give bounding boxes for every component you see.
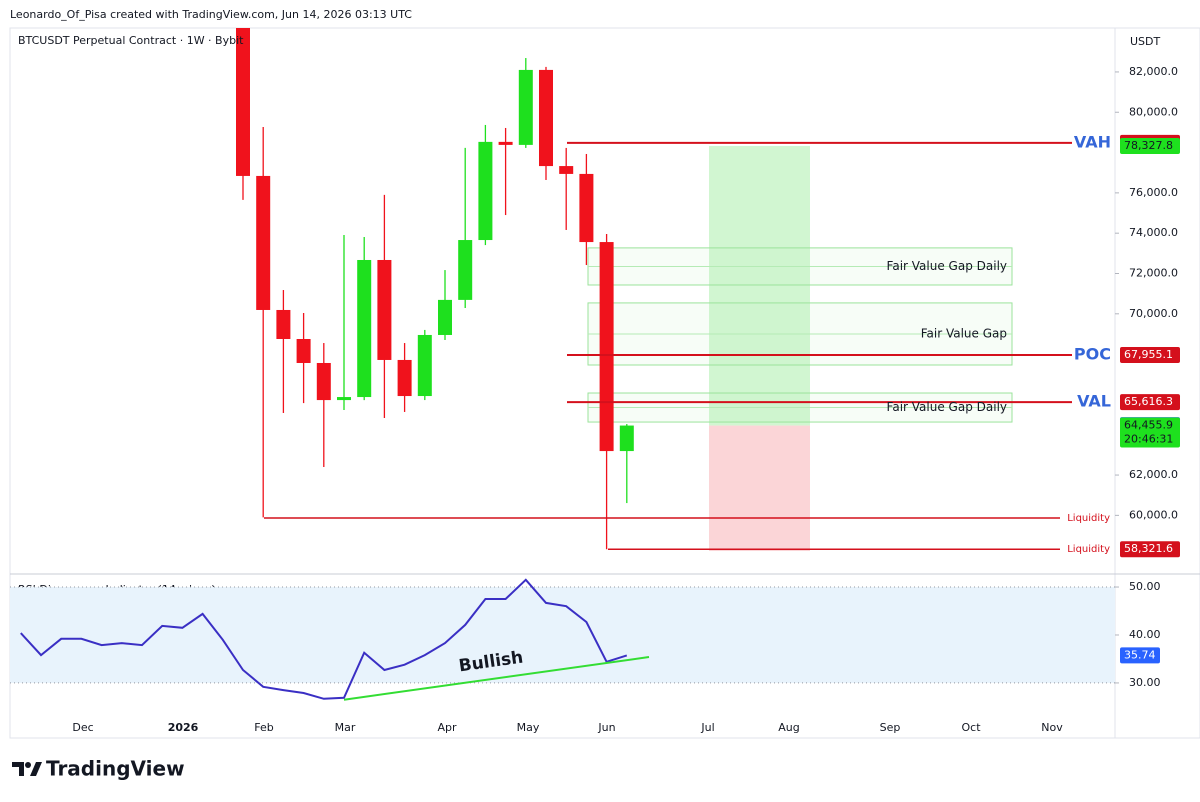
level-tag bbox=[1120, 394, 1180, 411]
chart-title: BTCUSDT Perpetual Contract · 1W · Bybit bbox=[18, 34, 244, 47]
main-pane bbox=[236, 28, 1072, 552]
level-tag bbox=[1120, 541, 1180, 558]
fvg-label: Fair Value Gap Daily bbox=[887, 400, 1007, 414]
candle-body bbox=[357, 259, 372, 398]
fvg-label: Fair Value Gap bbox=[921, 326, 1007, 340]
candle-body bbox=[619, 425, 634, 452]
unit-box bbox=[1124, 32, 1172, 50]
brand-logo: TradingView bbox=[12, 757, 185, 781]
level-name: POC bbox=[1074, 345, 1111, 364]
x-tick-label: Nov bbox=[1041, 721, 1063, 734]
candle-body bbox=[276, 309, 291, 340]
candle-body bbox=[337, 397, 351, 401]
x-tick-label: Feb bbox=[254, 721, 273, 734]
y-tick-label: 74,000.0 bbox=[1129, 226, 1178, 239]
y-tick-label: 72,000.0 bbox=[1129, 266, 1178, 279]
candle-body bbox=[417, 334, 432, 397]
rsi-band bbox=[10, 587, 1115, 683]
candle-body bbox=[438, 299, 452, 335]
level-tag bbox=[1120, 347, 1180, 364]
y-tick-label: 40.00 bbox=[1129, 628, 1161, 641]
candle-body bbox=[296, 339, 311, 363]
trendline bbox=[343, 656, 650, 701]
price-tag bbox=[1120, 137, 1180, 154]
countdown: 20:46:31 bbox=[1124, 433, 1173, 446]
price-tag-label: 64,455.9 bbox=[1124, 419, 1173, 432]
axis-unit: USDT bbox=[1130, 35, 1161, 48]
candle-body bbox=[256, 175, 271, 310]
candle-body bbox=[236, 28, 250, 176]
candle-body bbox=[518, 69, 533, 145]
candle-body bbox=[539, 69, 553, 167]
y-tick-label: 50.00 bbox=[1129, 580, 1161, 593]
level-tag-label: 67,955.1 bbox=[1124, 348, 1173, 361]
stop-zone bbox=[709, 425, 810, 552]
candle-body bbox=[579, 173, 594, 243]
price-tag-label: 78,327.8 bbox=[1124, 139, 1173, 152]
target-zone bbox=[709, 145, 810, 426]
x-tick-label: Jun bbox=[597, 721, 615, 734]
level-name: VAL bbox=[1077, 392, 1111, 411]
candle-body bbox=[377, 259, 392, 360]
level-name: Liquidity bbox=[1067, 513, 1110, 524]
y-tick-label: 62,000.0 bbox=[1129, 468, 1178, 481]
candle-body bbox=[316, 362, 331, 401]
x-tick-label: May bbox=[517, 721, 540, 734]
x-tick-label: Mar bbox=[335, 721, 356, 734]
x-tick-label: Dec bbox=[72, 721, 93, 734]
candle-body bbox=[559, 166, 574, 174]
fvg-label: Fair Value Gap Daily bbox=[887, 259, 1007, 273]
candle-body bbox=[478, 141, 493, 241]
rsi-line bbox=[20, 578, 628, 700]
candle-body bbox=[397, 359, 412, 397]
x-tick-label: Apr bbox=[437, 721, 457, 734]
level-tag-label: 65,616.3 bbox=[1124, 395, 1173, 408]
y-tick-label: 60,000.0 bbox=[1129, 508, 1178, 521]
y-tick-label: 82,000.0 bbox=[1129, 65, 1178, 78]
caption: Leonardo_Of_Pisa created with TradingVie… bbox=[10, 8, 412, 21]
overlay: Fair Value Gap Daily Fair Value Gap Fair V… bbox=[887, 132, 1180, 558]
value-tag-label: 35.74 bbox=[1124, 648, 1156, 661]
candle-body bbox=[599, 242, 614, 452]
x-tick-label: Oct bbox=[961, 721, 981, 734]
y-tick-label: 80,000.0 bbox=[1129, 105, 1178, 118]
level-tag-label: 58,321.6 bbox=[1124, 542, 1173, 555]
frame bbox=[9, 27, 1200, 739]
x-tick-label: Sep bbox=[880, 721, 901, 734]
candle-body bbox=[498, 141, 513, 145]
price-tag bbox=[1120, 417, 1180, 448]
level-name: VAH bbox=[1074, 132, 1111, 151]
y-tick-label: 70,000.0 bbox=[1129, 307, 1178, 320]
y-tick-label: 30.00 bbox=[1129, 676, 1161, 689]
value-tag bbox=[1120, 647, 1160, 664]
candle-body bbox=[458, 240, 473, 300]
x-tick-label: 2026 bbox=[168, 721, 199, 734]
y-tick-label: 76,000.0 bbox=[1129, 186, 1178, 199]
level-name: Liquidity bbox=[1067, 544, 1110, 555]
x-tick-label: Jul bbox=[700, 721, 714, 734]
x-tick-label: Aug bbox=[778, 721, 799, 734]
brand: TradingView bbox=[46, 757, 185, 781]
